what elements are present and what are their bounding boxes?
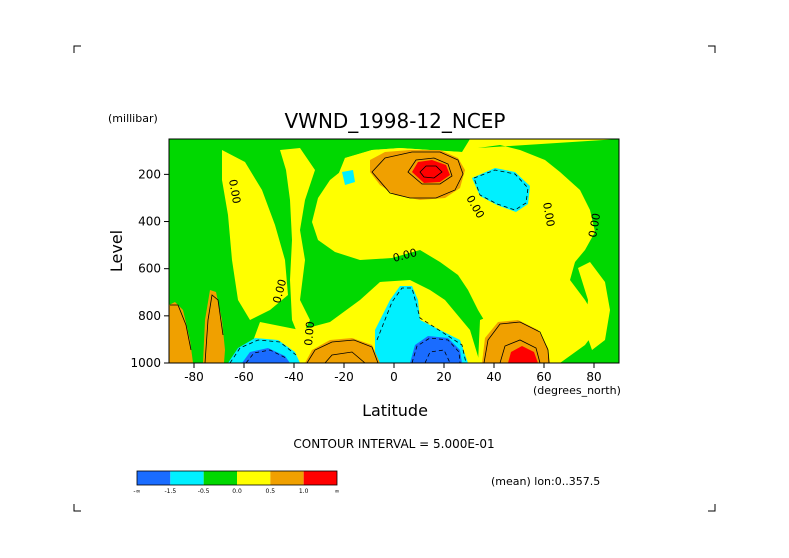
x-tick-label: 80	[586, 370, 601, 384]
y-tick-label: 400	[138, 215, 161, 229]
orange-lower-mid	[305, 338, 380, 363]
colorbar: -∞ -1.5 -0.5 0.0 0.5 1.0 ∞	[133, 470, 340, 495]
y-units-label: (millibar)	[108, 112, 158, 125]
yellow-east-band	[578, 262, 610, 350]
mean-text: (mean) lon:0..357.5	[491, 475, 600, 488]
orange-lower-west-1	[169, 302, 193, 363]
x-tick-label: 0	[390, 370, 398, 384]
x-tick-label: 60	[536, 370, 551, 384]
colorbar-label: -1.5	[164, 488, 176, 495]
y-tick-label: 800	[138, 309, 161, 323]
orange-lower-west-2	[203, 290, 225, 363]
red-lower-east	[508, 346, 538, 363]
colorbar-label: 0.0	[232, 488, 242, 495]
x-tick-label: -40	[284, 370, 304, 384]
colorbar-swatch	[170, 471, 204, 485]
colorbar-label: -0.5	[198, 488, 210, 495]
y-axis-label: Level	[107, 230, 126, 272]
cyan-upper-small	[342, 170, 355, 185]
contour-label: 0.00	[270, 278, 289, 305]
yellow-east-patch	[548, 200, 585, 280]
x-axis-label: Latitude	[362, 401, 428, 420]
x-axis-ticks: -80 -60 -40 -20 0 20 40 60 80	[184, 363, 602, 384]
contour-field: 0.00 0.00 0.00 0.00 0.00 0.00 0.00	[169, 139, 619, 363]
x-tick-label: -20	[334, 370, 354, 384]
colorbar-label: ∞	[335, 488, 340, 495]
colorbar-swatch	[137, 471, 171, 485]
y-tick-label: 600	[138, 262, 161, 276]
contour-label: 0.00	[302, 321, 317, 347]
x-tick-label: 40	[486, 370, 501, 384]
colorbar-swatch	[237, 471, 271, 485]
colorbar-swatch	[203, 471, 237, 485]
contour-label: 0.00	[586, 212, 603, 238]
green-region-east	[478, 139, 619, 363]
cyan-upper-east	[472, 168, 530, 212]
colorbar-frame	[136, 470, 338, 486]
contour-label: 0.00	[540, 201, 557, 227]
x-units-label: (degrees_north)	[533, 384, 621, 397]
x-tick-label: -60	[234, 370, 254, 384]
chart-title: VWND_1998-12_NCEP	[284, 109, 505, 133]
crop-marks	[73, 45, 716, 512]
y-axis-ticks: 200 400 600 800 1000	[130, 167, 169, 370]
y-tick-label: 200	[138, 167, 161, 181]
contour-lines	[170, 151, 550, 363]
colorbar-label: 1.0	[299, 488, 309, 495]
blue-lower-west	[242, 348, 290, 363]
yellow-band-west	[222, 150, 288, 320]
y-tick-label: 1000	[130, 356, 161, 370]
red-upper-center	[412, 160, 450, 183]
x-tick-label: 20	[436, 370, 451, 384]
contour-label-group: 0.00 0.00 0.00 0.00 0.00 0.00 0.00	[226, 178, 603, 346]
x-tick-label: -80	[184, 370, 204, 384]
yellow-band-midwest	[280, 148, 315, 340]
colorbar-label: -∞	[133, 488, 140, 495]
colorbar-swatch	[270, 471, 304, 485]
colorbar-label: 0.5	[266, 488, 276, 495]
colorbar-swatch	[303, 471, 337, 485]
contour-label: 0.00	[226, 178, 243, 204]
contour-interval-text: CONTOUR INTERVAL = 5.000E-01	[293, 437, 494, 451]
contour-label: 0.00	[391, 246, 418, 265]
